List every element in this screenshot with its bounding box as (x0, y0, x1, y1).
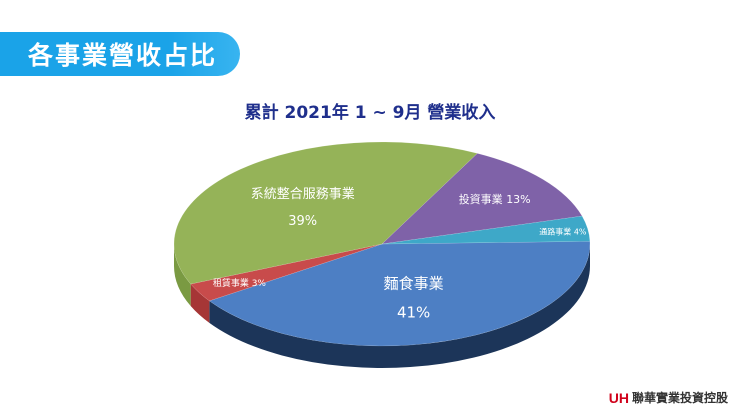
slice-name-1: 租賃事業 (213, 277, 252, 289)
slice-value-4: 4% (574, 227, 587, 236)
section-title: 各事業營收占比 (28, 41, 218, 70)
chart-title: 累計 2021年 1 ~ 9月 營業收入 (244, 103, 496, 123)
pie-slice-3 (381, 153, 583, 245)
slice-label-2: 系統整合服務事業 (251, 186, 355, 202)
slice-value-1: 3% (252, 279, 267, 289)
slice-label-1: 租賃事業 3% (213, 277, 267, 289)
pie-side-0 (209, 244, 591, 369)
slice-value-0: 41% (397, 304, 430, 322)
company-name: 聯華實業投資控股 (631, 391, 728, 405)
pie-slice-4 (381, 215, 591, 245)
slice-name-3: 投資事業 (459, 192, 507, 206)
company-brand: UH 聯華實業投資控股 (609, 389, 728, 406)
slice-name-4: 通路事業 (539, 226, 574, 236)
slice-value-3: 13% (506, 193, 530, 206)
pie-slice-0 (208, 241, 591, 347)
slice-value-2: 39% (288, 214, 317, 229)
slice-label-3: 投資事業 13% (459, 192, 531, 206)
slice-label-4: 通路事業 4% (539, 226, 587, 236)
company-logo-icon: UH (608, 389, 629, 406)
pie-side-2 (174, 244, 191, 307)
pie-side-1 (190, 284, 210, 323)
pie-slice-1 (190, 243, 383, 302)
slice-label-0: 麵食事業 (384, 275, 444, 293)
pie-slice-2 (173, 141, 478, 285)
section-banner: 各事業營收占比 (0, 32, 240, 76)
